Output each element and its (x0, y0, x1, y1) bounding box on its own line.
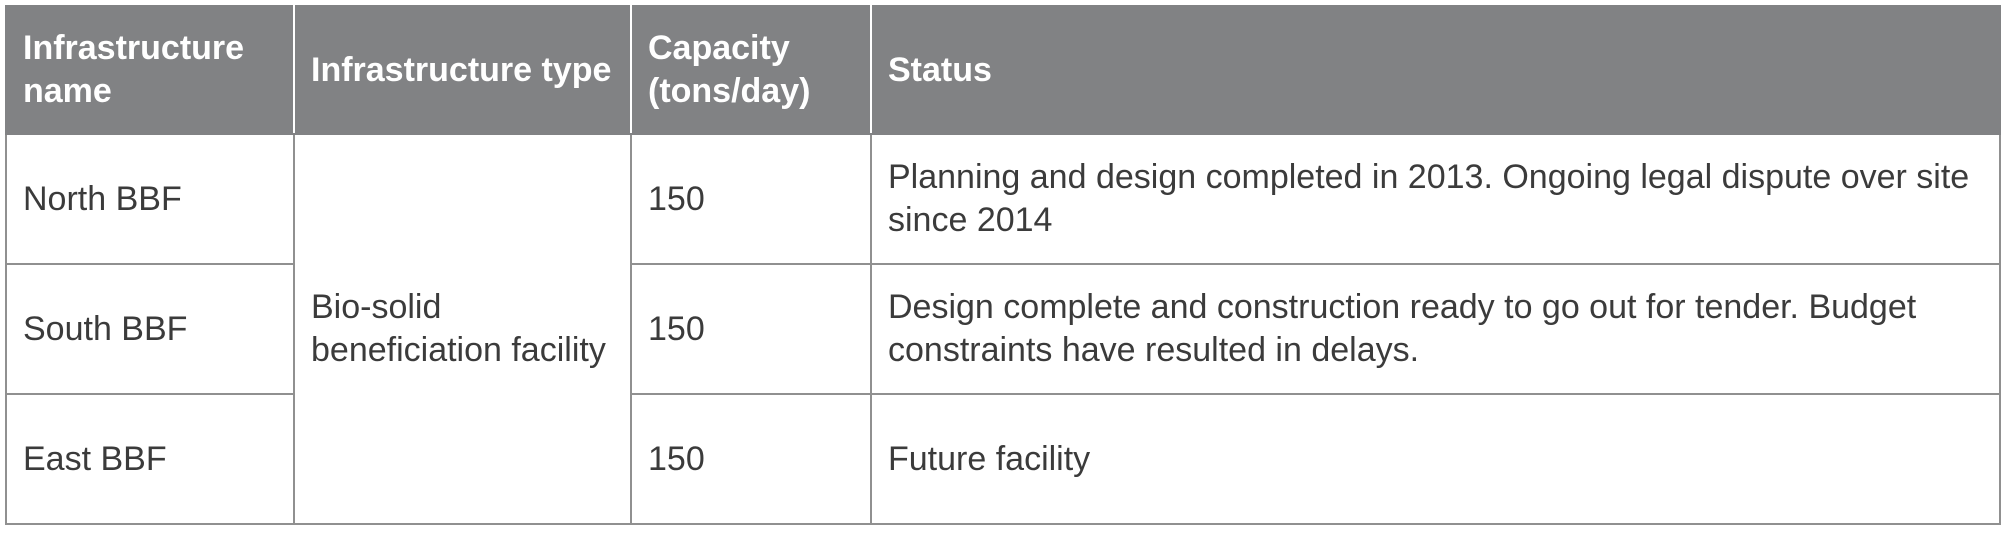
header-infrastructure-name: Infrastructure name (5, 5, 295, 135)
header-infrastructure-type: Infrastructure type (293, 5, 632, 135)
header-status: Status (870, 5, 2001, 135)
cell-name: East BBF (5, 393, 295, 525)
cell-capacity: 150 (630, 263, 872, 395)
cell-status: Planning and design completed in 2013. O… (870, 133, 2001, 265)
cell-capacity: 150 (630, 133, 872, 265)
cell-name: South BBF (5, 263, 295, 395)
table-header: Infrastructure name Infrastructure type … (5, 5, 2001, 135)
table-row: North BBF Bio-solid beneficiation facili… (5, 133, 2001, 525)
cell-name: North BBF (5, 133, 295, 265)
table-row: East BBF 150 Future facility (5, 393, 2001, 525)
cell-status: Design complete and construction ready t… (870, 263, 2001, 395)
table-row: South BBF 150 Design complete and constr… (5, 263, 2001, 395)
table-body: North BBF Bio-solid beneficiation facili… (5, 133, 2001, 525)
cell-type-merged: Bio-solid beneficiation facility (293, 133, 632, 525)
header-capacity: Capacity (tons/day) (630, 5, 872, 135)
header-row: Infrastructure name Infrastructure type … (5, 5, 2001, 135)
infrastructure-table: Infrastructure name Infrastructure type … (5, 5, 2001, 525)
cell-status: Future facility (870, 393, 2001, 525)
infrastructure-table-container: Infrastructure name Infrastructure type … (5, 5, 2001, 525)
cell-capacity: 150 (630, 393, 872, 525)
